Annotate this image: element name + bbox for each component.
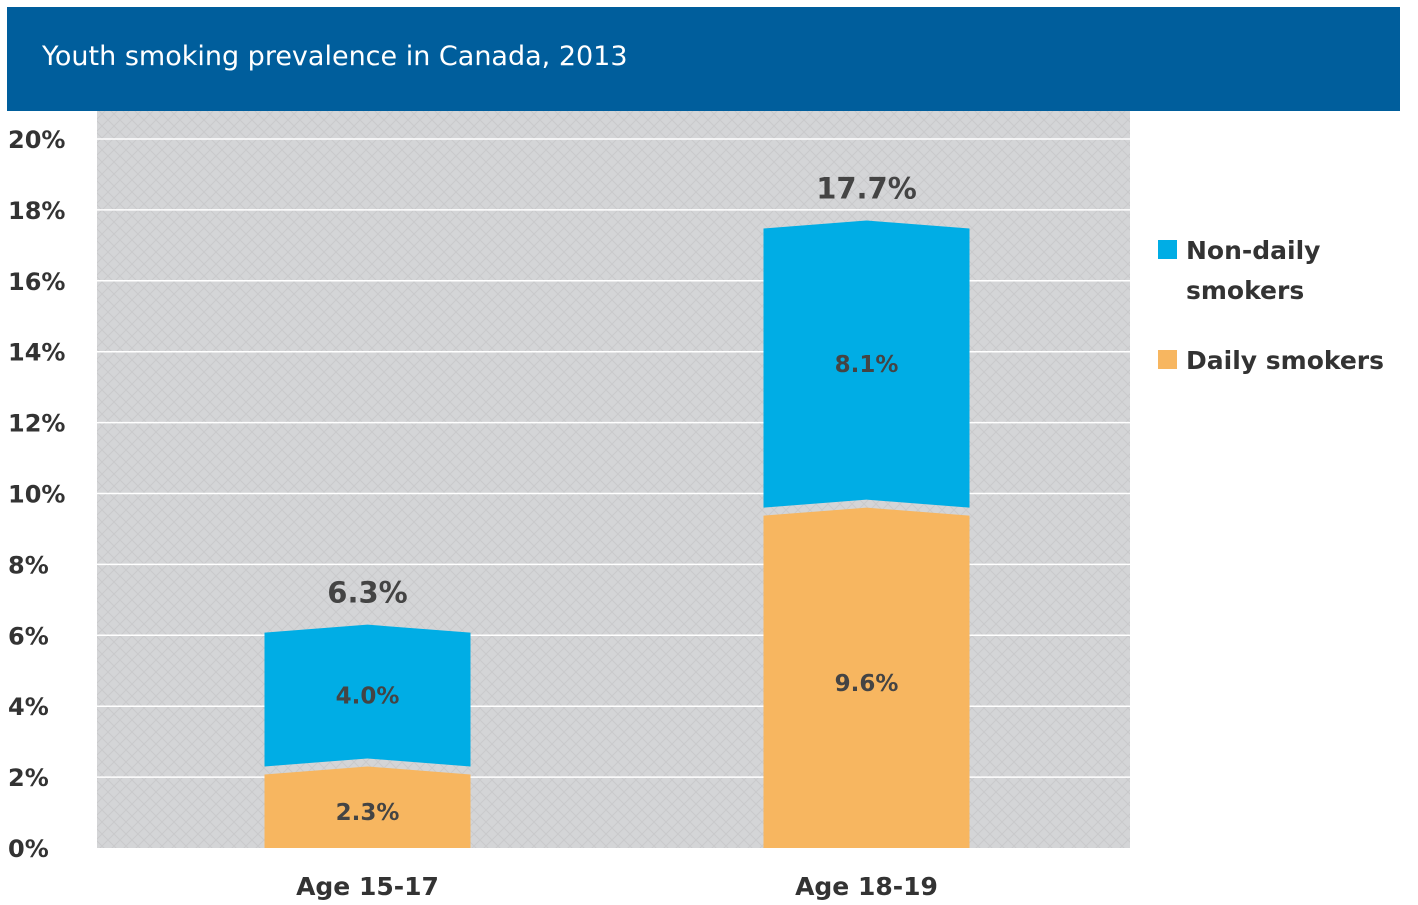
y-tick-label: 14% [8,339,65,367]
chart-title: Youth smoking prevalence in Canada, 2013 [42,41,628,72]
x-category-label: Age 18-19 [795,872,938,901]
legend: Non-daily smokers Daily smokers [1158,236,1384,375]
y-tick-label: 0% [8,835,49,863]
segment-value-label: 2.3% [336,800,400,826]
x-axis-labels: Age 15-17 Age 18-19 [296,872,938,901]
legend-label: Non-daily [1186,236,1320,265]
chart-header: Youth smoking prevalence in Canada, 2013 [7,7,1400,111]
total-value-label: 6.3% [327,576,407,610]
x-category-label: Age 15-17 [296,872,439,901]
segment-value-label: 9.6% [835,671,899,697]
bar-segment-non-daily-smokers [264,624,471,767]
bar-segment-daily-smokers [264,766,471,848]
legend-swatch [1158,240,1177,259]
y-tick-label: 18% [8,197,65,225]
legend-label: Daily smokers [1186,346,1384,375]
y-tick-label: 4% [8,693,49,721]
bar-segment-daily-smokers [763,507,970,848]
legend-label: smokers [1186,276,1304,305]
plot-area [97,111,1130,848]
bar-segment-non-daily-smokers [763,220,970,508]
y-tick-label: 10% [8,481,65,509]
y-tick-label: 8% [8,551,49,579]
y-axis-ticks: 0% 2% 4% 6% 8% 10% 12% 14% 16% 18% 20% [8,126,65,863]
y-tick-label: 2% [8,764,49,792]
y-tick-label: 16% [8,268,65,296]
segment-value-label: 8.1% [835,352,899,378]
segment-value-label: 4.0% [336,684,400,710]
legend-swatch [1158,350,1177,369]
y-tick-label: 6% [8,622,49,650]
bars: 2.3% 4.0% 6.3% 9.6% 8.1% 17.7% [264,172,970,848]
total-value-label: 17.7% [816,172,917,206]
y-tick-label: 12% [8,410,65,438]
y-tick-label: 20% [8,126,65,154]
